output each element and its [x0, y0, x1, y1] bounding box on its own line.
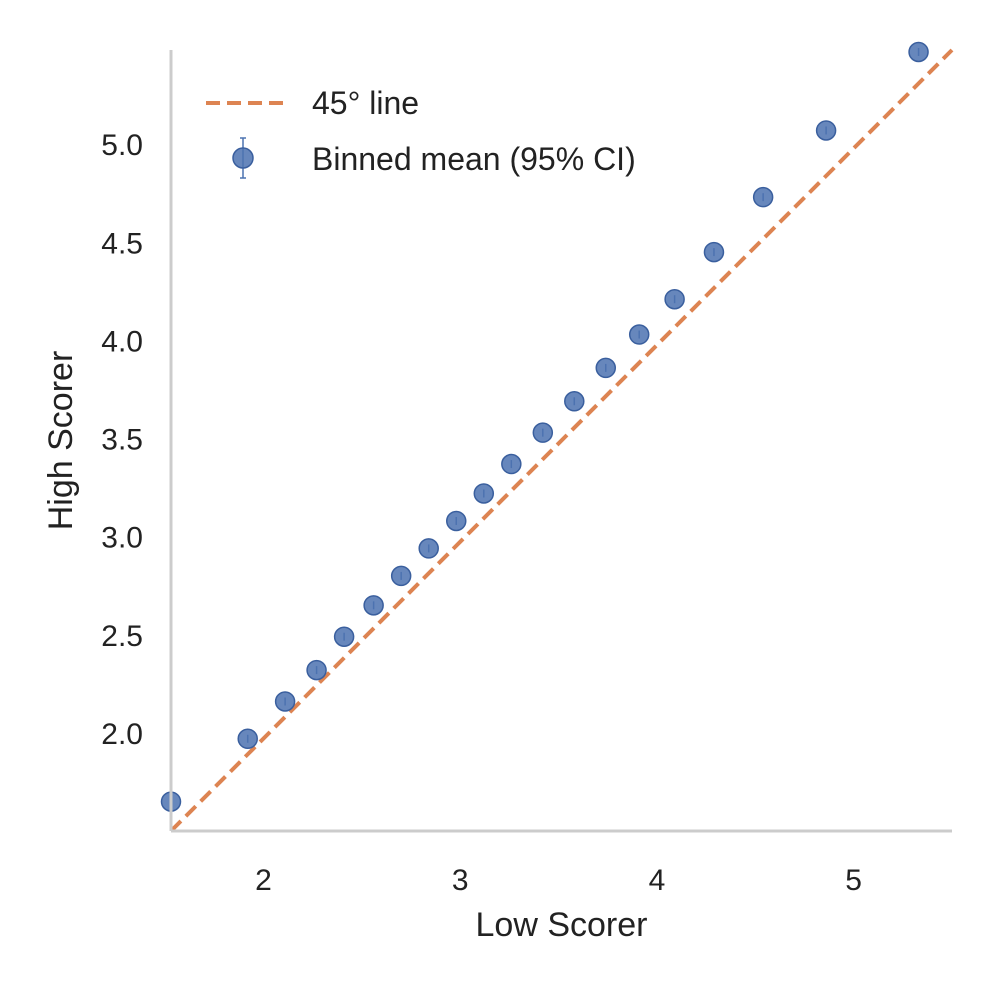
- y-axis-ticks: 2.0 2.5 3.0 3.5 4.0 4.5 5.0: [101, 129, 143, 751]
- data-point: [363, 595, 384, 616]
- data-point: [501, 453, 522, 475]
- data-point: [752, 186, 774, 208]
- data-point: [333, 626, 355, 647]
- data-point: [418, 538, 439, 559]
- y-tick-label: 2.5: [101, 620, 143, 653]
- reference-line-45: [169, 48, 954, 833]
- data-point: [473, 483, 495, 504]
- y-tick-label: 3.5: [101, 424, 143, 457]
- y-tick-label: 3.0: [101, 522, 143, 555]
- data-point: [664, 288, 685, 310]
- y-tick-label: 2.0: [101, 718, 143, 751]
- data-point: [564, 391, 585, 412]
- data-point: [306, 659, 327, 681]
- data-point: [390, 565, 412, 587]
- legend-marker-label: Binned mean (95% CI): [312, 141, 636, 177]
- data-point: [446, 510, 467, 532]
- legend-line-label: 45° line: [312, 85, 419, 121]
- x-tick-label: 5: [845, 864, 862, 897]
- y-tick-label: 4.0: [101, 325, 143, 358]
- y-tick-label: 4.5: [101, 227, 143, 260]
- y-tick-label: 5.0: [101, 129, 143, 162]
- data-point: [628, 324, 650, 345]
- data-point: [908, 41, 929, 63]
- data-point: [532, 422, 554, 443]
- x-axis-ticks: 2 3 4 5: [255, 864, 862, 897]
- plot-area: [160, 41, 954, 833]
- data-point: [595, 357, 617, 379]
- legend: 45° line Binned mean (95% CI): [206, 85, 636, 179]
- x-tick-label: 3: [452, 864, 469, 897]
- data-point: [815, 120, 837, 141]
- data-point: [274, 691, 296, 712]
- x-axis-label: Low Scorer: [476, 906, 648, 944]
- x-tick-label: 4: [649, 864, 666, 897]
- data-point: [237, 728, 258, 750]
- data-point: [703, 241, 725, 263]
- legend-marker-swatch: [232, 137, 254, 179]
- x-tick-label: 2: [255, 864, 272, 897]
- y-axis-label: High Scorer: [42, 351, 80, 531]
